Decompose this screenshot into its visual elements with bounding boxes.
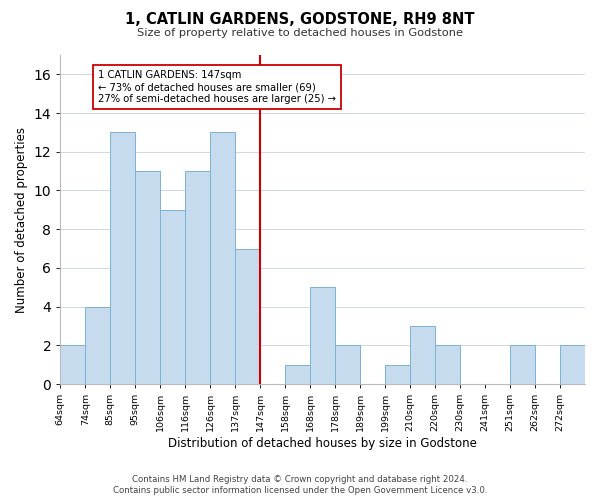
Bar xyxy=(310,288,335,384)
Bar xyxy=(410,326,435,384)
Bar xyxy=(135,171,160,384)
Text: 1 CATLIN GARDENS: 147sqm
← 73% of detached houses are smaller (69)
27% of semi-d: 1 CATLIN GARDENS: 147sqm ← 73% of detach… xyxy=(98,70,336,104)
Text: Contains public sector information licensed under the Open Government Licence v3: Contains public sector information licen… xyxy=(113,486,487,495)
Bar xyxy=(61,346,85,384)
X-axis label: Distribution of detached houses by size in Godstone: Distribution of detached houses by size … xyxy=(168,437,477,450)
Bar xyxy=(385,364,410,384)
Bar xyxy=(160,210,185,384)
Bar xyxy=(560,346,585,384)
Bar xyxy=(285,364,310,384)
Text: Contains HM Land Registry data © Crown copyright and database right 2024.: Contains HM Land Registry data © Crown c… xyxy=(132,475,468,484)
Bar xyxy=(110,132,135,384)
Bar xyxy=(510,346,535,384)
Bar xyxy=(435,346,460,384)
Text: Size of property relative to detached houses in Godstone: Size of property relative to detached ho… xyxy=(137,28,463,38)
Bar xyxy=(185,171,210,384)
Bar xyxy=(235,248,260,384)
Bar xyxy=(85,306,110,384)
Bar xyxy=(210,132,235,384)
Y-axis label: Number of detached properties: Number of detached properties xyxy=(15,126,28,312)
Text: 1, CATLIN GARDENS, GODSTONE, RH9 8NT: 1, CATLIN GARDENS, GODSTONE, RH9 8NT xyxy=(125,12,475,28)
Bar xyxy=(335,346,360,384)
